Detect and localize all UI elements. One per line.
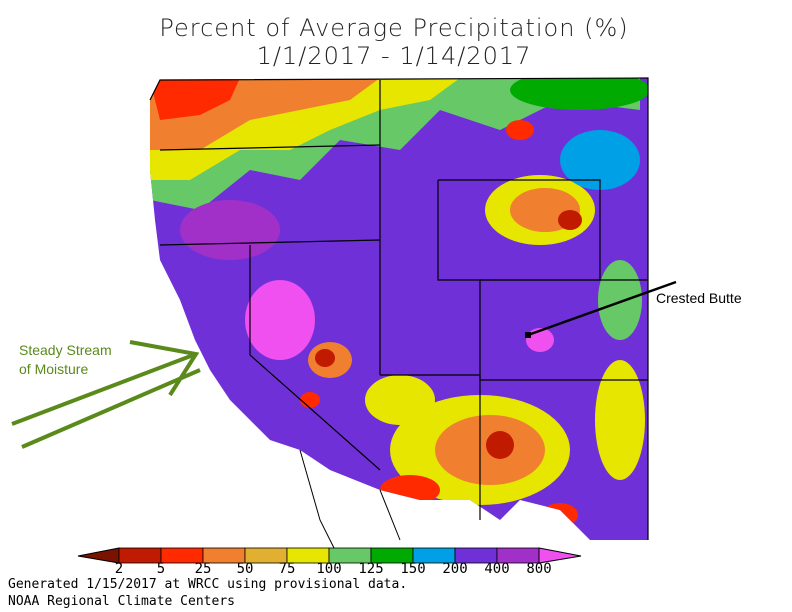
moisture-arrows	[11, 340, 201, 449]
steady-stream-label: Steady Stream of Moisture	[19, 341, 112, 379]
field-blob	[510, 78, 648, 110]
colorbar-tick-label: 5	[156, 561, 166, 577]
colorbar-tick-label: 125	[358, 561, 384, 577]
colorbar	[77, 547, 582, 564]
field-blob	[380, 475, 440, 505]
crested-butte-pointer	[527, 280, 677, 337]
colorbar-tick-label: 75	[278, 561, 296, 577]
precipitation-field	[150, 78, 648, 540]
field-blob	[598, 260, 642, 340]
field-blob	[542, 503, 578, 527]
colorbar-tick-label: 2	[114, 561, 124, 577]
footer-generated: Generated 1/15/2017 at WRCC using provis…	[8, 577, 408, 592]
field-blob	[315, 349, 335, 367]
field-blob	[486, 431, 514, 459]
colorbar-high-arrow	[538, 547, 582, 564]
field-blob	[506, 120, 534, 140]
field-blob	[560, 130, 640, 190]
baja-coastline	[299, 449, 401, 561]
steady-stream-line1: Steady Stream	[19, 342, 112, 358]
colorbar-tick-label: 150	[400, 561, 426, 577]
field-blob	[180, 200, 280, 260]
colorbar-tick-label: 200	[442, 561, 468, 577]
field-blob	[300, 392, 320, 408]
colorbar-segment	[118, 547, 162, 564]
colorbar-low-arrow	[77, 547, 120, 564]
field-blob	[595, 360, 645, 480]
map-date-range: 1/1/2017 - 1/14/2017	[256, 42, 532, 70]
field-5-25	[150, 78, 240, 120]
state-borders	[149, 77, 649, 540]
colorbar-tick-label: 100	[316, 561, 342, 577]
map-title: Percent of Average Precipitation (%)	[159, 14, 629, 42]
colorbar-tick-label: 400	[484, 561, 510, 577]
field-blob	[245, 280, 315, 360]
crested-butte-label: Crested Butte	[656, 290, 742, 306]
crested-butte-marker	[525, 332, 531, 338]
colorbar-tick-label: 800	[526, 561, 552, 577]
field-blob	[558, 210, 582, 230]
steady-stream-line2: of Moisture	[19, 361, 89, 377]
footer-source: NOAA Regional Climate Centers	[8, 594, 235, 609]
colorbar-tick-label: 25	[194, 561, 212, 577]
colorbar-tick-label: 50	[236, 561, 254, 577]
